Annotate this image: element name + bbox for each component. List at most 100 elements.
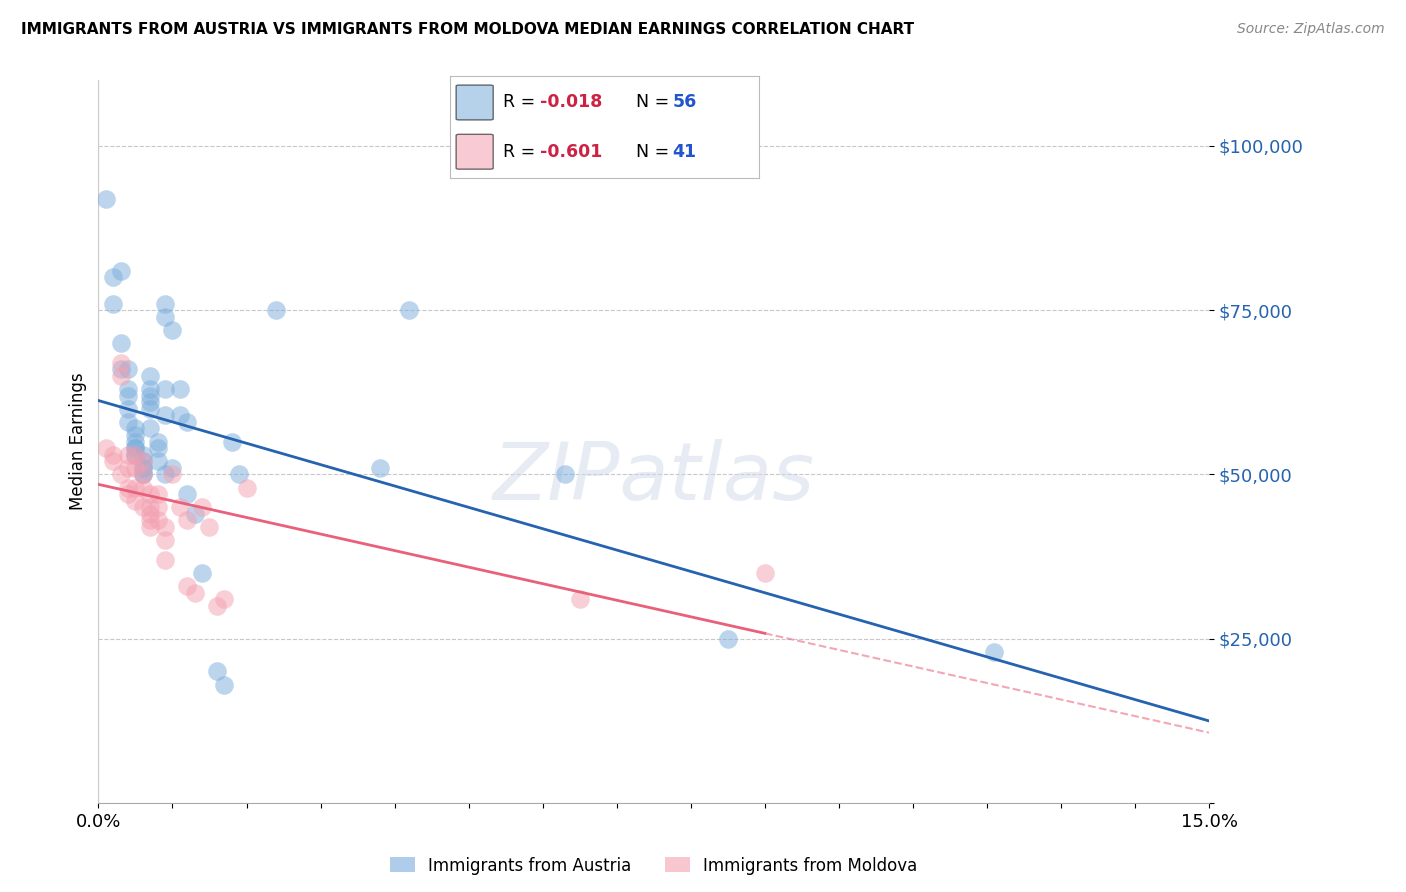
Point: [124, 441, 146, 455]
Point: [103, 270, 125, 285]
Point: [228, 467, 250, 482]
Point: [94, 441, 117, 455]
Point: [146, 434, 169, 449]
Text: IMMIGRANTS FROM AUSTRIA VS IMMIGRANTS FROM MOLDOVA MEDIAN EARNINGS CORRELATION C: IMMIGRANTS FROM AUSTRIA VS IMMIGRANTS FR…: [21, 22, 914, 37]
Point: [176, 579, 198, 593]
Point: [117, 382, 139, 396]
Point: [162, 323, 184, 337]
Point: [139, 421, 162, 435]
Point: [146, 441, 169, 455]
Point: [124, 460, 146, 475]
Point: [139, 388, 162, 402]
Point: [139, 507, 162, 521]
Point: [146, 513, 169, 527]
Point: [554, 467, 576, 482]
Point: [139, 500, 162, 515]
Point: [139, 368, 162, 383]
Legend: Immigrants from Austria, Immigrants from Moldova: Immigrants from Austria, Immigrants from…: [384, 850, 924, 881]
Point: [139, 401, 162, 416]
Point: [398, 303, 420, 318]
Point: [146, 454, 169, 468]
Point: [124, 441, 146, 455]
Point: [176, 487, 198, 501]
Point: [117, 481, 139, 495]
Point: [162, 460, 184, 475]
Point: [139, 520, 162, 534]
Point: [146, 487, 169, 501]
Text: -0.601: -0.601: [540, 143, 602, 161]
Point: [169, 500, 191, 515]
Point: [132, 454, 155, 468]
Point: [191, 566, 214, 580]
Point: [132, 500, 155, 515]
Point: [205, 665, 228, 679]
Point: [153, 520, 176, 534]
Point: [368, 460, 391, 475]
Point: [117, 460, 139, 475]
Point: [214, 677, 236, 691]
Point: [176, 513, 198, 527]
Point: [110, 264, 132, 278]
Point: [132, 448, 155, 462]
Point: [153, 310, 176, 324]
Point: [139, 513, 162, 527]
Text: N =: N =: [636, 94, 675, 112]
Text: N =: N =: [636, 143, 675, 161]
Point: [198, 520, 221, 534]
Point: [117, 487, 139, 501]
Point: [117, 388, 139, 402]
Point: [983, 645, 1005, 659]
Text: 56: 56: [672, 94, 697, 112]
Point: [221, 434, 243, 449]
Point: [124, 493, 146, 508]
FancyBboxPatch shape: [456, 85, 494, 120]
Point: [117, 401, 139, 416]
Point: [124, 421, 146, 435]
Point: [169, 382, 191, 396]
Point: [124, 434, 146, 449]
FancyBboxPatch shape: [456, 135, 494, 169]
Point: [214, 592, 236, 607]
Point: [124, 428, 146, 442]
Point: [124, 448, 146, 462]
Point: [153, 533, 176, 547]
Point: [132, 467, 155, 482]
Point: [717, 632, 740, 646]
Point: [110, 356, 132, 370]
Point: [110, 368, 132, 383]
Point: [132, 460, 155, 475]
Point: [191, 500, 214, 515]
Point: [139, 382, 162, 396]
Point: [153, 467, 176, 482]
Point: [124, 448, 146, 462]
Point: [162, 467, 184, 482]
Point: [103, 448, 125, 462]
Text: Source: ZipAtlas.com: Source: ZipAtlas.com: [1237, 22, 1385, 37]
Point: [132, 467, 155, 482]
Point: [94, 192, 117, 206]
Text: -0.018: -0.018: [540, 94, 602, 112]
Point: [183, 585, 205, 599]
Point: [568, 592, 591, 607]
Text: ZIPatlas: ZIPatlas: [492, 439, 815, 516]
Point: [169, 409, 191, 423]
Point: [139, 395, 162, 409]
Point: [153, 382, 176, 396]
Point: [183, 507, 205, 521]
Point: [153, 553, 176, 567]
Point: [117, 362, 139, 376]
Point: [264, 303, 287, 318]
Point: [110, 336, 132, 351]
Text: R =: R =: [502, 94, 540, 112]
Point: [124, 481, 146, 495]
Point: [132, 454, 155, 468]
Point: [176, 415, 198, 429]
Point: [103, 296, 125, 310]
Point: [139, 487, 162, 501]
Point: [110, 362, 132, 376]
Point: [153, 296, 176, 310]
Point: [117, 448, 139, 462]
Point: [235, 481, 257, 495]
Point: [117, 415, 139, 429]
Y-axis label: Median Earnings: Median Earnings: [69, 373, 87, 510]
